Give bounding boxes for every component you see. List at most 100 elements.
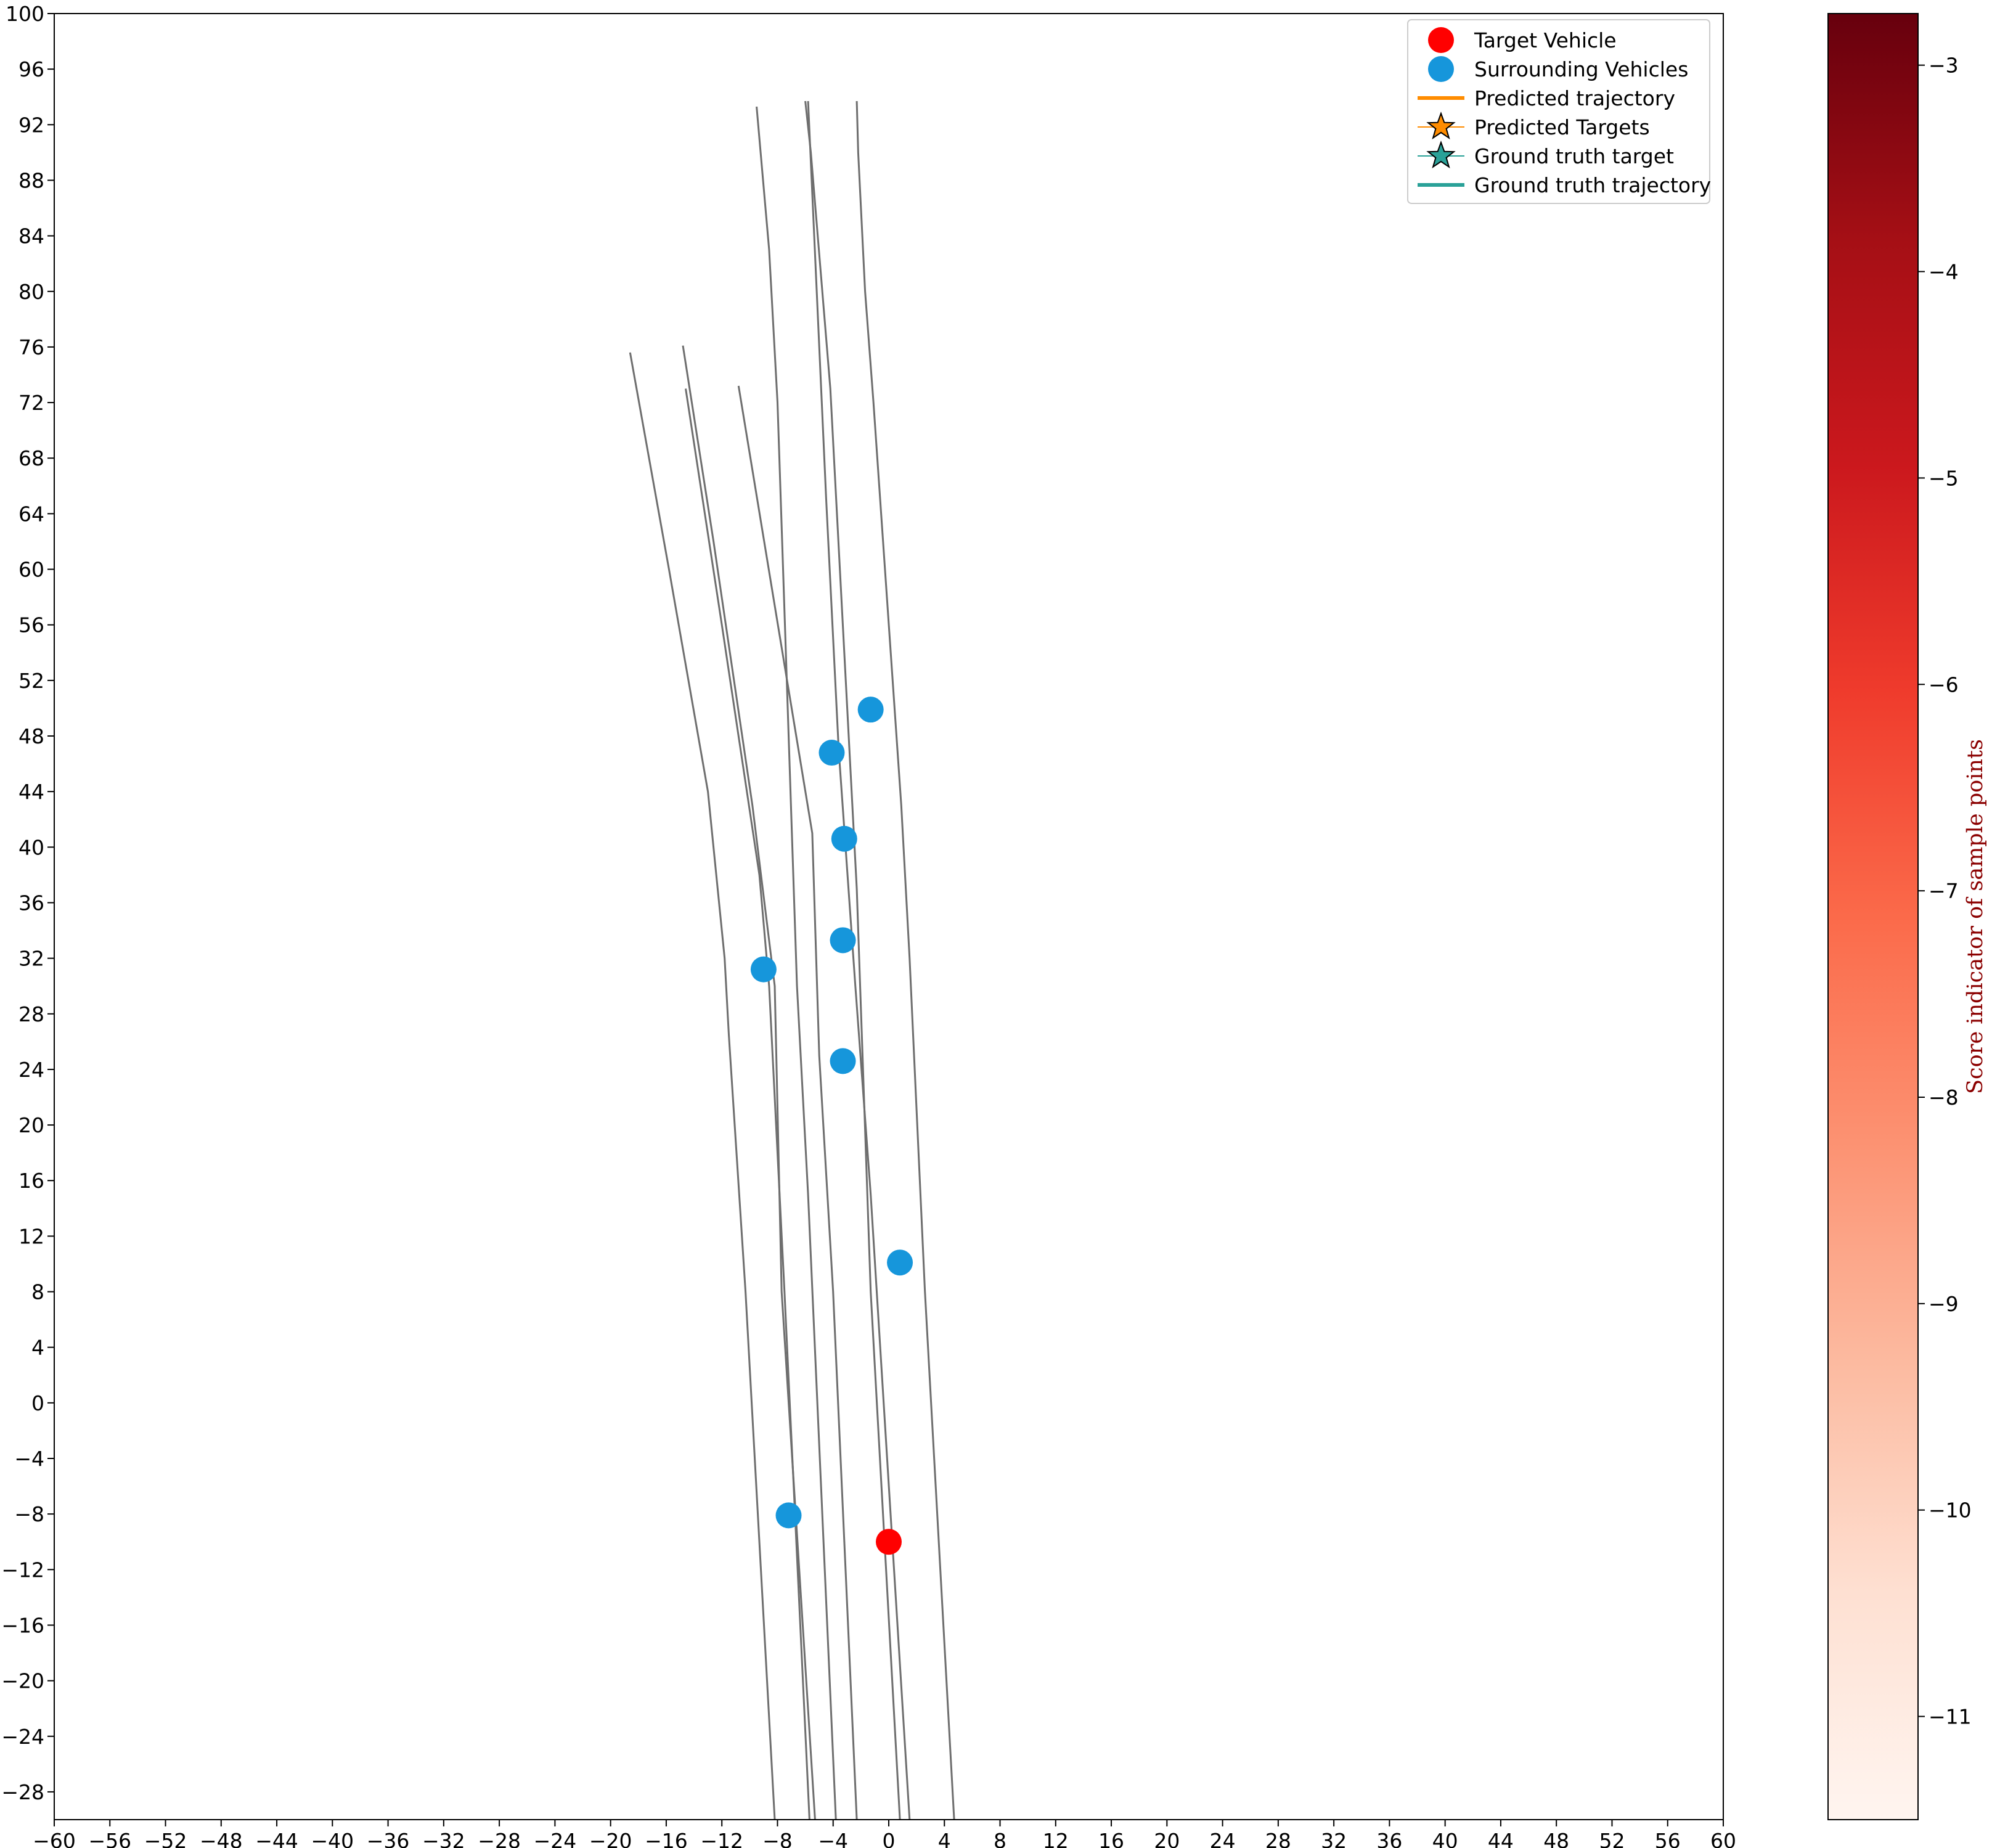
x-tick-label: −32	[422, 1829, 465, 1848]
y-tick-label: 88	[18, 168, 44, 192]
legend-item: Ground truth trajectory	[1418, 173, 1711, 197]
colorbar-ticks: −11 −10 −9 −8 −7 −6 −5 −4 −3	[1918, 54, 1972, 1729]
x-tick-label: 56	[1655, 1829, 1681, 1848]
x-tick-label: −20	[589, 1829, 632, 1848]
x-tick-label: −48	[200, 1829, 243, 1848]
x-tick-label: 8	[994, 1829, 1006, 1848]
colorbar-tick-label: −11	[1929, 1705, 1972, 1729]
colorbar-tick-label: −6	[1929, 673, 1959, 697]
legend-label: Target Vehicle	[1474, 28, 1617, 52]
lane-line-5	[756, 106, 837, 1820]
y-tick-label: 72	[18, 391, 44, 415]
surrounding-vehicle-4	[750, 956, 777, 983]
colorbar-tick-label: −4	[1929, 260, 1959, 284]
x-tick-label: 12	[1043, 1829, 1069, 1848]
lane-line-1	[629, 352, 776, 1820]
colorbar-tick-label: −10	[1929, 1498, 1972, 1523]
y-tick-label: 16	[18, 1169, 44, 1193]
y-tick-label: 32	[18, 947, 44, 971]
x-tick-label: 32	[1321, 1829, 1347, 1848]
colorbar-tick-label: −9	[1929, 1292, 1959, 1316]
x-tick-label: −52	[144, 1829, 187, 1848]
x-tick-label: −56	[88, 1829, 131, 1848]
surrounding-vehicle-3	[830, 1048, 856, 1074]
x-tick-label: −28	[478, 1829, 521, 1848]
surrounding-vehicle-6	[831, 825, 857, 852]
legend-label: Ground truth target	[1474, 144, 1674, 168]
y-tick-label: 44	[18, 780, 44, 804]
y-tick-label: 4	[31, 1336, 44, 1360]
y-tick-label: 0	[31, 1391, 44, 1415]
x-tick-label: 4	[938, 1829, 951, 1848]
y-tick-label: 92	[18, 113, 44, 137]
legend-box	[1407, 19, 1710, 204]
x-tick-label: −24	[534, 1829, 577, 1848]
x-tick-label: 24	[1210, 1829, 1236, 1848]
x-tick-label: −16	[645, 1829, 688, 1848]
y-tick-label: −28	[1, 1780, 44, 1804]
legend-label: Predicted Targets	[1474, 115, 1650, 139]
x-tick-label: −40	[311, 1829, 354, 1848]
legend-item: Predicted trajectory	[1418, 86, 1675, 110]
x-tick-label: 20	[1154, 1829, 1180, 1848]
y-tick-label: −8	[14, 1502, 44, 1526]
x-tick-label: 36	[1376, 1829, 1402, 1848]
lane-line-3	[685, 388, 810, 1820]
y-tick-label: −12	[1, 1558, 44, 1582]
legend-marker-circle	[1428, 27, 1454, 53]
y-tick-label: 100	[6, 2, 44, 26]
x-tick-label: 16	[1098, 1829, 1124, 1848]
y-tick-label: 20	[18, 1113, 44, 1137]
target-vehicle	[876, 1529, 902, 1555]
lane-line-2	[682, 345, 816, 1820]
surrounding-vehicle-5	[830, 927, 856, 954]
lane-lines	[629, 100, 955, 1820]
lane-line-7	[855, 100, 955, 1820]
x-tick-label: 52	[1599, 1829, 1625, 1848]
x-tick-label: −4	[818, 1829, 848, 1848]
legend-marker-star	[1426, 141, 1456, 169]
legend-item: Predicted Targets	[1418, 112, 1650, 140]
colorbar: −11 −10 −9 −8 −7 −6 −5 −4 −3 Score indicator of …	[1827, 13, 1988, 1820]
y-tick-label: 64	[18, 502, 44, 526]
legend-item: Surrounding Vehicles	[1428, 56, 1688, 82]
y-tick-label: −4	[14, 1447, 44, 1471]
y-tick-label: 40	[18, 835, 44, 859]
y-tick-label: 96	[18, 57, 44, 81]
y-tick-label: 48	[18, 724, 44, 748]
y-axis: −28−24−20−16−12−8−4048121620242832364044…	[1, 2, 54, 1804]
x-tick-label: −8	[762, 1829, 793, 1848]
y-tick-label: 52	[18, 669, 44, 693]
x-tick-label: 48	[1543, 1829, 1569, 1848]
colorbar-tick-label: −3	[1929, 54, 1959, 78]
y-tick-label: −16	[1, 1613, 44, 1637]
legend-label: Surrounding Vehicles	[1474, 57, 1688, 81]
legend-label: Predicted trajectory	[1474, 86, 1675, 110]
y-tick-label: 76	[18, 335, 44, 359]
x-tick-label: −12	[700, 1829, 743, 1848]
x-tick-label: 0	[883, 1829, 896, 1848]
legend-label: Ground truth trajectory	[1474, 173, 1711, 197]
y-tick-label: 8	[31, 1280, 44, 1304]
surrounding-vehicle-8	[857, 697, 884, 723]
legend-marker-star	[1426, 112, 1456, 140]
x-tick-label: 28	[1265, 1829, 1291, 1848]
surrounding-vehicle-2	[887, 1249, 913, 1276]
x-tick-label: −60	[33, 1829, 76, 1848]
colorbar-tick-label: −7	[1929, 879, 1959, 903]
y-tick-label: 60	[18, 558, 44, 582]
colorbar-tick-label: −5	[1929, 466, 1959, 490]
y-tick-label: 24	[18, 1058, 44, 1082]
y-tick-label: −24	[1, 1725, 44, 1749]
lane-line-4	[737, 385, 858, 1820]
y-tick-label: −20	[1, 1669, 44, 1693]
x-tick-label: 44	[1488, 1829, 1514, 1848]
legend-marker-circle	[1428, 56, 1454, 82]
x-tick-label: −36	[367, 1829, 410, 1848]
x-axis: −60 −56 −52 −48 −4 4 −40 −36 −32 −28 −24 −20 −16 −12−…	[33, 1820, 1736, 1848]
colorbar-title: Score indicator of sample points	[1963, 739, 1988, 1094]
y-tick-label: 12	[18, 1224, 44, 1248]
surrounding-vehicle-1	[775, 1502, 802, 1529]
surrounding-vehicle-7	[818, 740, 845, 766]
